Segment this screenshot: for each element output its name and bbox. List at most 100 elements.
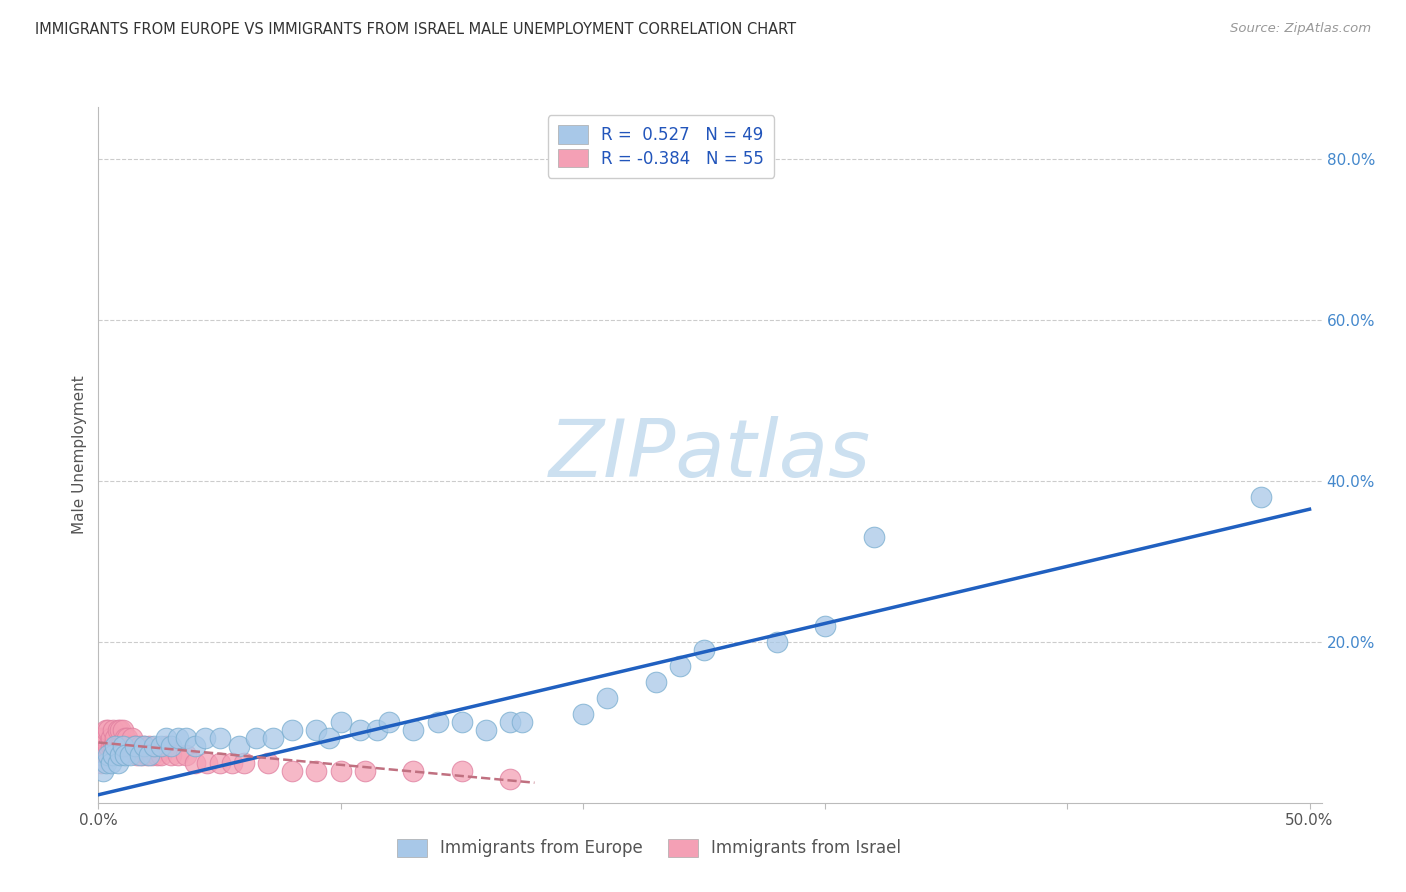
Point bbox=[572, 707, 595, 722]
Point bbox=[208, 731, 231, 746]
Point bbox=[402, 723, 425, 738]
Point bbox=[499, 715, 522, 730]
Point bbox=[349, 723, 371, 738]
Point bbox=[128, 747, 150, 762]
Point bbox=[114, 747, 136, 762]
Point bbox=[184, 756, 207, 770]
Point bbox=[107, 739, 129, 754]
Point bbox=[174, 747, 197, 762]
Point bbox=[104, 731, 127, 746]
Point bbox=[318, 731, 340, 746]
Point bbox=[121, 731, 143, 746]
Point bbox=[124, 739, 146, 754]
Point bbox=[245, 731, 267, 746]
Point bbox=[145, 747, 167, 762]
Y-axis label: Male Unemployment: Male Unemployment bbox=[72, 376, 87, 534]
Point bbox=[131, 747, 153, 762]
Point bbox=[101, 747, 124, 762]
Point bbox=[107, 723, 129, 738]
Text: Source: ZipAtlas.com: Source: ZipAtlas.com bbox=[1230, 22, 1371, 36]
Point bbox=[111, 739, 134, 754]
Point bbox=[135, 747, 157, 762]
Point bbox=[110, 739, 132, 754]
Point bbox=[94, 731, 117, 746]
Point bbox=[160, 747, 183, 762]
Point bbox=[167, 731, 190, 746]
Point bbox=[450, 764, 472, 778]
Point bbox=[134, 739, 156, 754]
Point bbox=[262, 731, 284, 746]
Point bbox=[94, 756, 117, 770]
Point bbox=[366, 723, 388, 738]
Text: ZIPatlas: ZIPatlas bbox=[548, 416, 872, 494]
Point bbox=[117, 731, 139, 746]
Point bbox=[596, 691, 619, 706]
Point bbox=[91, 731, 114, 746]
Point bbox=[91, 764, 114, 778]
Point bbox=[499, 772, 522, 786]
Text: IMMIGRANTS FROM EUROPE VS IMMIGRANTS FROM ISRAEL MALE UNEMPLOYMENT CORRELATION C: IMMIGRANTS FROM EUROPE VS IMMIGRANTS FRO… bbox=[35, 22, 796, 37]
Point bbox=[90, 747, 112, 762]
Point bbox=[155, 731, 177, 746]
Point bbox=[475, 723, 498, 738]
Point bbox=[1250, 490, 1272, 504]
Point bbox=[97, 723, 120, 738]
Point bbox=[143, 739, 166, 754]
Point bbox=[305, 723, 328, 738]
Point bbox=[141, 747, 163, 762]
Point bbox=[305, 764, 328, 778]
Point bbox=[101, 739, 124, 754]
Point bbox=[765, 635, 787, 649]
Point bbox=[329, 764, 352, 778]
Point bbox=[184, 739, 207, 754]
Point bbox=[862, 530, 884, 544]
Point bbox=[134, 739, 156, 754]
Point bbox=[167, 747, 190, 762]
Point bbox=[90, 756, 112, 770]
Point bbox=[104, 739, 127, 754]
Point bbox=[118, 747, 141, 762]
Point bbox=[221, 756, 243, 770]
Point bbox=[91, 747, 114, 762]
Point bbox=[100, 739, 122, 754]
Point bbox=[138, 739, 160, 754]
Point bbox=[100, 756, 122, 770]
Point bbox=[91, 739, 114, 754]
Point bbox=[281, 723, 304, 738]
Point bbox=[138, 747, 160, 762]
Point bbox=[97, 747, 120, 762]
Point bbox=[128, 739, 150, 754]
Point bbox=[107, 756, 129, 770]
Point bbox=[111, 723, 134, 738]
Point bbox=[450, 715, 472, 730]
Point bbox=[174, 731, 197, 746]
Point bbox=[281, 764, 304, 778]
Point bbox=[94, 747, 117, 762]
Point bbox=[118, 739, 141, 754]
Point bbox=[378, 715, 401, 730]
Point bbox=[257, 756, 280, 770]
Point bbox=[329, 715, 352, 730]
Point bbox=[232, 756, 254, 770]
Point bbox=[101, 723, 124, 738]
Point bbox=[160, 739, 183, 754]
Point bbox=[354, 764, 377, 778]
Point bbox=[90, 739, 112, 754]
Point bbox=[208, 756, 231, 770]
Legend: Immigrants from Europe, Immigrants from Israel: Immigrants from Europe, Immigrants from … bbox=[389, 832, 908, 864]
Point bbox=[228, 739, 250, 754]
Point bbox=[197, 756, 219, 770]
Point bbox=[644, 675, 666, 690]
Point bbox=[668, 659, 690, 673]
Point bbox=[402, 764, 425, 778]
Point bbox=[90, 731, 112, 746]
Point bbox=[114, 731, 136, 746]
Point bbox=[124, 739, 146, 754]
Point bbox=[194, 731, 217, 746]
Point bbox=[426, 715, 449, 730]
Point bbox=[97, 739, 120, 754]
Point bbox=[100, 731, 122, 746]
Point bbox=[110, 723, 132, 738]
Point bbox=[155, 739, 177, 754]
Point bbox=[150, 739, 173, 754]
